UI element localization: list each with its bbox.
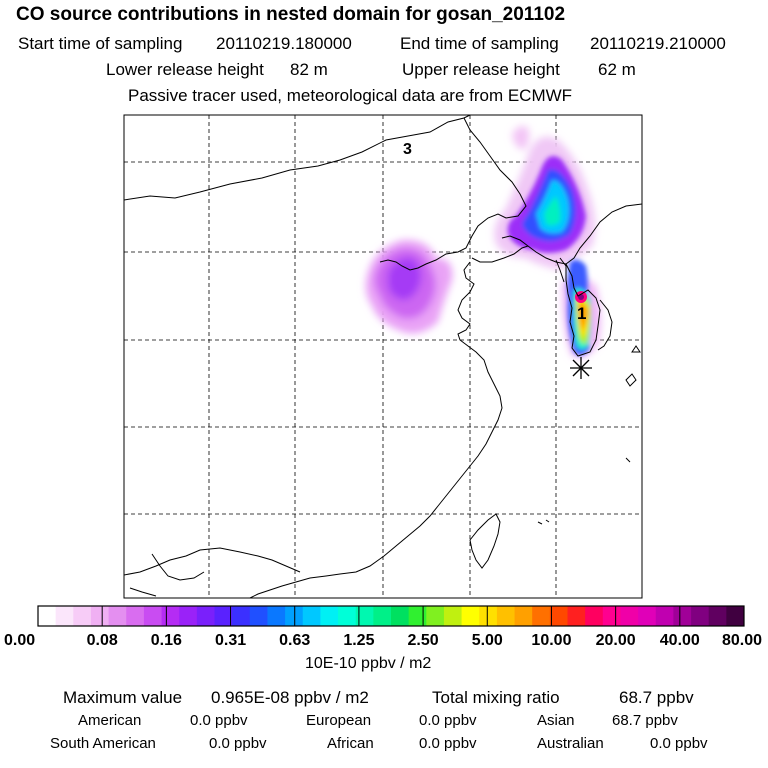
colorbar-swatch [143, 606, 162, 626]
colorbar-swatch [320, 606, 339, 626]
colorbar-swatch [708, 606, 727, 626]
colorbar-tick-label: 5.00 [472, 632, 503, 649]
total-mixing-value: 68.7 ppbv [619, 688, 694, 707]
region-name: South American [50, 735, 156, 752]
colorbar [37, 605, 745, 627]
upper-height-label: Upper release height [402, 60, 560, 79]
colorbar-swatch [461, 606, 480, 626]
colorbar-swatch [267, 606, 286, 626]
colorbar-swatch [443, 606, 462, 626]
colorbar-swatch [655, 606, 674, 626]
region-value: 0.0 ppbv [419, 735, 477, 752]
colorbar-swatch [108, 606, 127, 626]
colorbar-swatch [38, 606, 57, 626]
colorbar-swatch [196, 606, 215, 626]
max-value: 0.965E-08 ppbv / m2 [211, 688, 369, 707]
colorbar-frame [37, 605, 745, 627]
colorbar-swatch [726, 606, 745, 626]
colorbar-swatch [179, 606, 198, 626]
colorbar-swatch [620, 606, 639, 626]
colorbar-tick-label: 0.63 [279, 632, 310, 649]
colorbar-swatch [161, 606, 180, 626]
region-value: 0.0 ppbv [190, 712, 248, 729]
region-name: Australian [537, 735, 604, 752]
end-time-label: End time of sampling [400, 34, 559, 53]
lower-height-value: 82 m [290, 60, 328, 79]
colorbar-swatch [691, 606, 710, 626]
colorbar-swatch [602, 606, 621, 626]
colorbar-tick-label: 2.50 [408, 632, 439, 649]
colorbar-tick-label: 40.00 [660, 632, 700, 649]
colorbar-tick-label: 0.31 [215, 632, 246, 649]
upper-height-value: 62 m [598, 60, 636, 79]
colorbar-swatch [479, 606, 498, 626]
map-label-1: 1 [577, 304, 586, 323]
tracer-note: Passive tracer used, meteorological data… [128, 86, 573, 105]
coastlines [124, 115, 642, 598]
region-name: Asian [537, 712, 575, 729]
start-time-value: 20110219.180000 [216, 34, 352, 53]
colorbar-swatch [638, 606, 657, 626]
colorbar-tick-label: 80.00 [722, 632, 762, 649]
colorbar-swatch [496, 606, 515, 626]
lower-height-label: Lower release height [106, 60, 264, 79]
colorbar-swatch [214, 606, 233, 626]
colorbar-swatch [673, 606, 692, 626]
region-value: 0.0 ppbv [419, 712, 477, 729]
colorbar-swatch [355, 606, 374, 626]
colorbar-swatch [585, 606, 604, 626]
region-name: American [78, 712, 142, 729]
total-mixing-label: Total mixing ratio [432, 688, 560, 707]
max-value-label: Maximum value [63, 688, 183, 707]
colorbar-tick-label: 0.16 [151, 632, 182, 649]
colorbar-swatch [55, 606, 74, 626]
region-value: 68.7 ppbv [612, 712, 678, 729]
colorbar-swatch [232, 606, 251, 626]
map-label-3: 3 [403, 141, 412, 158]
colorbar-swatch [302, 606, 321, 626]
colorbar-tick-labels: 0.00 0.08 0.16 0.31 0.63 1.25 2.50 5.00 10.00 20.… [4, 632, 762, 649]
colorbar-swatch [73, 606, 92, 626]
colorbar-swatch [391, 606, 410, 626]
region-value: 0.0 ppbv [209, 735, 267, 752]
colorbar-swatch [249, 606, 268, 626]
region-name: European [306, 712, 372, 729]
colorbar-swatch [426, 606, 445, 626]
colorbar-tick-label: 0.00 [4, 632, 35, 649]
start-time-label: Start time of sampling [18, 34, 183, 53]
colorbar-swatch [532, 606, 551, 626]
colorbar-tick-label: 10.00 [531, 632, 571, 649]
colorbar-swatch [338, 606, 357, 626]
colorbar-swatch [90, 606, 109, 626]
chart-title: CO source contributions in nested domain… [16, 4, 566, 25]
colorbar-swatch [514, 606, 533, 626]
colorbar-swatch [126, 606, 145, 626]
end-time-value: 20110219.210000 [590, 34, 726, 53]
region-value: 0.0 ppbv [650, 735, 708, 752]
colorbar-swatch [373, 606, 392, 626]
colorbar-tick-label: 0.08 [87, 632, 118, 649]
colorbar-tick-label: 1.25 [343, 632, 374, 649]
colorbar-swatch [549, 606, 568, 626]
colorbar-swatch [567, 606, 586, 626]
region-name: African [327, 735, 374, 752]
map-gridlines [124, 115, 642, 598]
colorbar-units: 10E-10 ppbv / m2 [305, 655, 432, 672]
colorbar-tick-label: 20.00 [596, 632, 636, 649]
receptor-marker [570, 357, 592, 379]
colorbar-swatch [408, 606, 427, 626]
colorbar-swatch [285, 606, 304, 626]
